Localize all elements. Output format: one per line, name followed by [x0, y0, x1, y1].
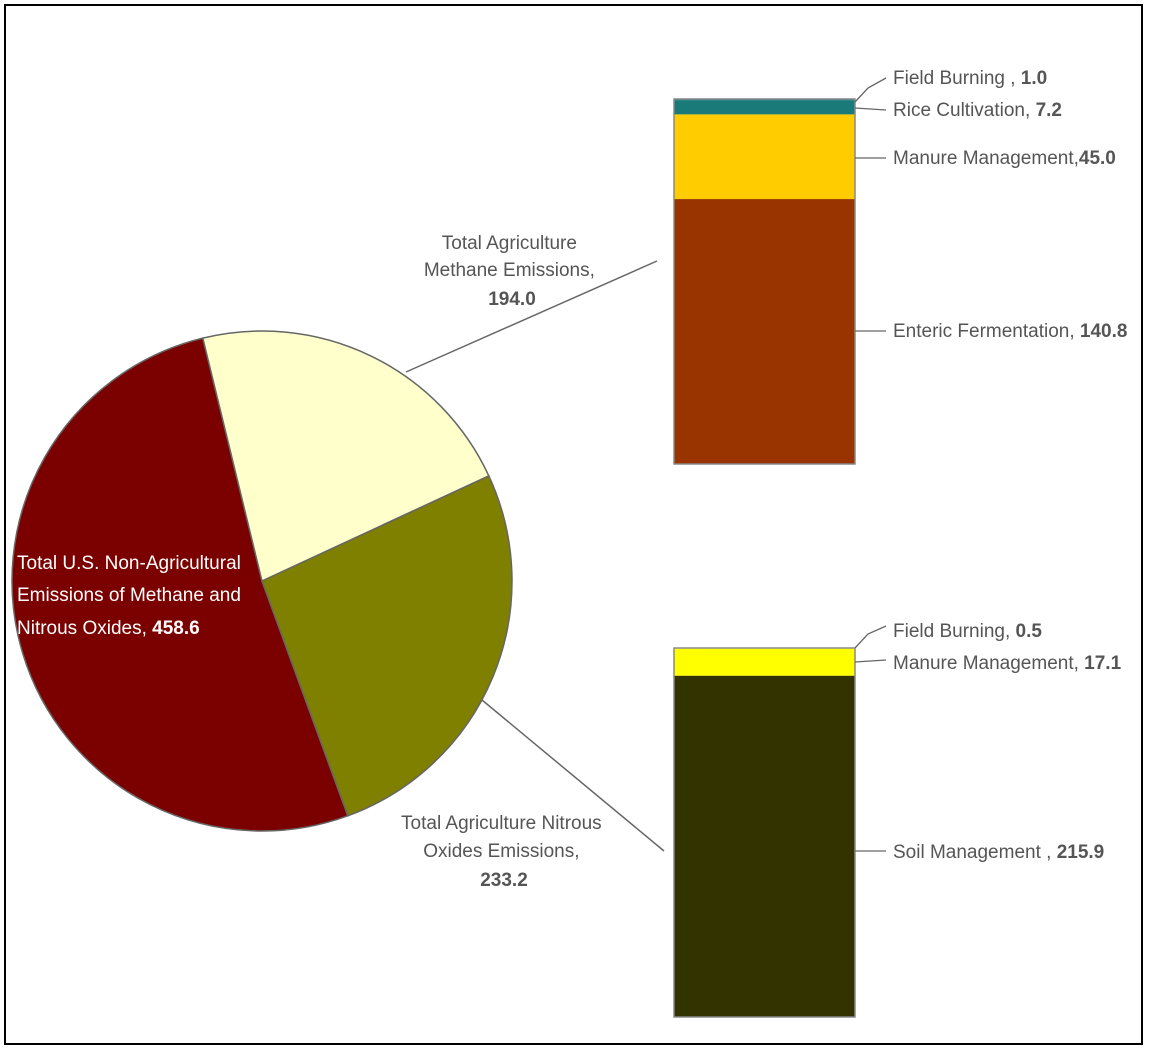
pie-slice-non-agricultural: [11, 337, 349, 832]
leader-manure-management-nitrous: [854, 659, 887, 663]
pie-label-agriculture-methane: Total Agriculture Methane Emissions, 194…: [424, 233, 600, 310]
nitrous-stacked-bar: [673, 647, 856, 1018]
pie-label-agriculture-nitrous: Total Agriculture Nitrous Oxides Emissio…: [401, 813, 607, 891]
leader-field-burning-nitrous: [854, 625, 887, 649]
pie-label-non-agricultural: Total U.S. Non-Agricultural Emissions of…: [17, 553, 246, 639]
label-manure-management-methane: Manure Management,45.0: [893, 148, 1116, 169]
label-soil-management: Soil Management , 215.9: [893, 842, 1104, 863]
bar-segment-rice-cultivation: [674, 100, 855, 115]
label-enteric-fermentation: Enteric Fermentation, 140.8: [893, 321, 1127, 342]
methane-connector-line: [405, 260, 658, 373]
methane-stacked-bar: [673, 98, 856, 465]
label-field-burning-methane: Field Burning , 1.0: [893, 68, 1047, 89]
bar-segment-manure-management: [674, 648, 855, 676]
leader-rice-cultivation: [854, 107, 887, 111]
bar-segment-enteric-fermentation: [674, 199, 855, 464]
pie-slice-agriculture-methane: [201, 330, 490, 583]
bar-outline: [673, 647, 856, 1018]
bar-segment-field-burning: [674, 99, 855, 101]
label-manure-management-nitrous: Manure Management, 17.1: [893, 653, 1122, 674]
leader-field-burning: [854, 77, 887, 103]
nitrous-connector-line: [481, 699, 665, 852]
bar-segment-manure-management: [674, 114, 855, 200]
chart-frame: [4, 4, 1143, 1045]
bar-outline: [673, 98, 856, 465]
bar-segment-soil-management: [674, 675, 855, 1017]
label-rice-cultivation: Rice Cultivation, 7.2: [893, 100, 1062, 121]
label-field-burning-nitrous: Field Burning, 0.5: [893, 621, 1042, 642]
pie-slice-agriculture-nitrous: [261, 474, 513, 817]
pie-chart: [11, 330, 513, 832]
